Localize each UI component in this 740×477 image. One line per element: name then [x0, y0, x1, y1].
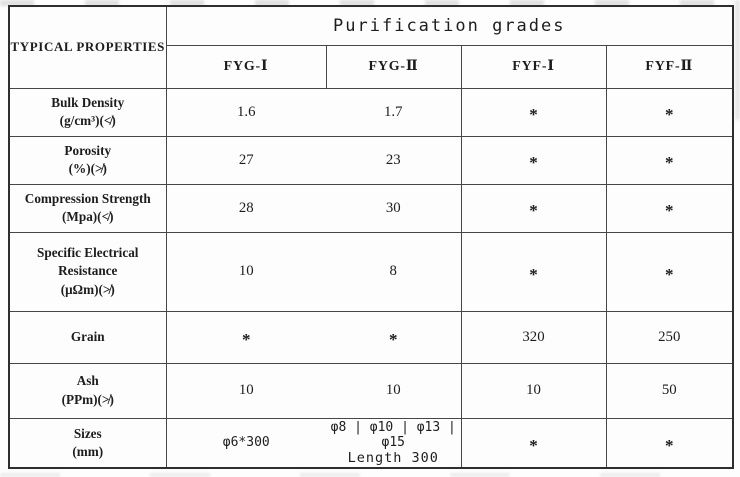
value-cell: * [460, 417, 607, 469]
property-cell: Specific Electrical Resistance (μΩm)(≯) [8, 231, 167, 312]
asterisk-mark: * [665, 435, 674, 455]
asterisk-mark: * [665, 153, 674, 172]
asterisk-mark: * [529, 105, 538, 124]
asterisk-mark: * [529, 435, 538, 455]
table-row-bulk-density: Bulk Density (g/cm³)(≮) 1.6 1.7 * * [8, 87, 734, 137]
asterisk-mark: * [389, 330, 398, 349]
column-header-fyf1: FYF-Ⅰ [460, 44, 607, 89]
value-cell: 250 [605, 310, 734, 364]
property-label: Compression Strength [24, 190, 151, 206]
value-cell: * [326, 310, 462, 364]
property-label: Sizes [73, 425, 102, 441]
asterisk-mark: * [529, 264, 538, 284]
asterisk-mark: * [665, 264, 674, 284]
value-cell: 8 [326, 231, 462, 312]
asterisk-mark: * [242, 330, 251, 349]
value-cell: 10 [165, 362, 326, 419]
column-header-fyg1: FYG-Ⅰ [165, 44, 327, 89]
table-row-ash: Ash (PPm)(≯) 10 10 10 50 [8, 362, 734, 419]
value-cell: * [460, 183, 607, 233]
group-header-row: TYPICAL PROPERTIES Purification grades [8, 5, 734, 89]
value-cell: * [605, 135, 734, 185]
table-row-porosity: Porosity (%)(≯) 27 23 * * [8, 135, 734, 185]
property-label: Porosity [64, 142, 112, 158]
value-cell: * [460, 231, 607, 312]
value-cell: 1.6 [165, 87, 326, 137]
scan-artifact-right [735, 0, 740, 120]
scan-artifact-bottom [0, 473, 740, 477]
table-row-compression-strength: Compression Strength (Mpa)(≮) 28 30 * * [8, 183, 734, 233]
property-label: Resistance [58, 263, 118, 279]
value-cell: * [605, 231, 734, 312]
property-cell: Compression Strength (Mpa)(≮) [8, 183, 167, 233]
property-unit: (PPm)(≯) [61, 391, 114, 407]
property-unit: (mm) [72, 443, 104, 459]
column-header-row: FYG-Ⅰ FYG-Ⅱ FYF-Ⅰ FYF-Ⅱ [9, 44, 734, 89]
scan-artifact-top [0, 0, 740, 6]
value-cell: φ8 | φ10 | φ13 | φ15 Length 300 [326, 417, 462, 469]
value-cell: 30 [326, 183, 462, 233]
corner-header-line2: PROPERTIES [76, 39, 165, 55]
table-row-sizes: Sizes (mm) φ6*300 φ8 | φ10 | φ13 | φ15 L… [8, 417, 734, 469]
asterisk-mark: * [529, 201, 538, 220]
property-cell: Porosity (%)(≯) [8, 135, 167, 185]
value-cell: φ6*300 [165, 417, 326, 469]
property-label: Ash [76, 373, 99, 389]
property-unit: (g/cm³)(≮) [59, 113, 116, 128]
asterisk-mark: * [529, 153, 538, 172]
value-cell: 10 [165, 231, 326, 312]
corner-header-cell: TYPICAL PROPERTIES [8, 5, 167, 89]
value-cell: * [165, 310, 326, 364]
property-cell: Grain [8, 310, 167, 364]
value-cell: 27 [165, 135, 326, 185]
asterisk-mark: * [665, 105, 674, 124]
property-cell: Ash (PPm)(≯) [8, 362, 167, 419]
property-cell: Sizes (mm) [8, 417, 167, 469]
property-label: Bulk Density [51, 94, 125, 110]
column-header-fyg2: FYG-Ⅱ [325, 44, 462, 89]
property-unit: (μΩm)(≯) [60, 281, 115, 297]
value-cell: 1.7 [326, 87, 462, 137]
table-row-grain: Grain * * 320 250 [8, 310, 734, 364]
value-cell: 50 [605, 362, 734, 419]
value-cell: 28 [165, 183, 326, 233]
group-header: Purification grades [165, 5, 734, 46]
value-cell: * [605, 417, 734, 469]
value-cell: 23 [326, 135, 462, 185]
value-cell: * [460, 87, 607, 137]
property-label: Grain [70, 328, 105, 344]
value-cell: * [605, 183, 734, 233]
property-label: Specific Electrical [37, 245, 139, 261]
sizes-length: Length 300 [347, 449, 439, 466]
value-cell: 10 [326, 362, 462, 419]
value-cell: * [460, 135, 607, 185]
value-cell: * [605, 87, 734, 137]
asterisk-mark: * [665, 201, 674, 220]
purification-grades-table: TYPICAL PROPERTIES Purification grades F… [8, 5, 735, 469]
property-unit: (%)(≯) [68, 161, 107, 176]
value-cell: 10 [460, 362, 607, 419]
property-unit: (Mpa)(≮) [62, 209, 114, 224]
sizes-diameters: φ8 | φ10 | φ13 | φ15 [330, 419, 456, 450]
corner-header-line1: TYPICAL [10, 39, 73, 55]
value-cell: 320 [460, 310, 607, 364]
column-header-fyf2: FYF-Ⅱ [605, 44, 734, 89]
property-cell: Bulk Density (g/cm³)(≮) [8, 87, 167, 137]
table-row-specific-electrical-resistance: Specific Electrical Resistance (μΩm)(≯) … [8, 231, 734, 312]
